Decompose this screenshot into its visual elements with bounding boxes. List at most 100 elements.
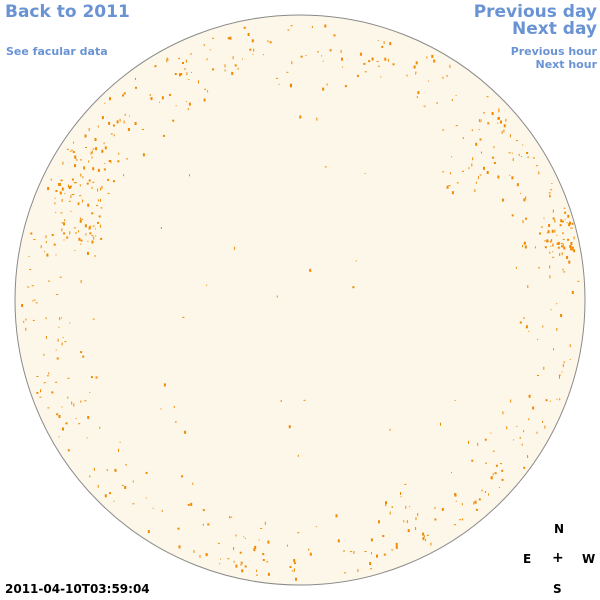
facula-mark xyxy=(212,37,215,39)
facula-mark xyxy=(291,570,294,572)
facula-mark xyxy=(454,400,456,401)
facula-mark xyxy=(384,57,387,61)
facula-mark xyxy=(422,537,425,541)
facula-mark xyxy=(104,146,107,150)
facula-mark xyxy=(342,66,343,68)
facula-mark xyxy=(490,476,493,480)
facula-mark xyxy=(36,376,39,377)
facula-mark xyxy=(549,275,551,279)
facula-mark xyxy=(488,493,489,496)
facula-mark xyxy=(86,182,89,185)
facula-mark xyxy=(563,271,566,273)
facula-mark xyxy=(55,381,58,383)
previous-day-link[interactable]: Previous day xyxy=(473,2,597,22)
facula-mark xyxy=(92,181,95,183)
facula-mark xyxy=(311,25,313,28)
facula-mark xyxy=(161,96,164,100)
facula-mark xyxy=(57,338,59,342)
facula-mark xyxy=(45,317,47,320)
facula-mark xyxy=(535,165,538,167)
facula-mark xyxy=(477,442,479,446)
facula-mark xyxy=(286,544,288,547)
facula-mark xyxy=(189,174,190,177)
facula-mark xyxy=(451,191,454,195)
facula-mark xyxy=(240,561,243,564)
facula-mark xyxy=(71,194,74,195)
facula-mark xyxy=(513,439,514,441)
facula-mark xyxy=(481,151,482,154)
facula-mark xyxy=(166,57,168,60)
facula-mark xyxy=(66,236,69,239)
facula-mark xyxy=(500,463,502,465)
facula-mark xyxy=(101,185,103,189)
facula-mark xyxy=(48,372,50,375)
facula-mark xyxy=(572,246,574,249)
facula-mark xyxy=(486,171,489,174)
facula-mark xyxy=(523,198,526,202)
facula-mark xyxy=(376,554,378,558)
next-hour-link[interactable]: Next hour xyxy=(535,58,598,71)
facula-mark xyxy=(556,327,558,331)
facula-mark xyxy=(563,246,566,250)
facula-mark xyxy=(55,349,57,351)
facula-mark xyxy=(324,24,327,28)
facula-mark xyxy=(370,568,372,570)
facula-mark xyxy=(533,157,535,159)
facula-mark xyxy=(426,534,429,536)
facula-mark xyxy=(169,93,171,96)
facula-mark xyxy=(244,538,246,540)
facula-mark xyxy=(100,187,102,191)
facula-mark xyxy=(474,500,477,504)
facula-mark xyxy=(234,246,236,250)
facula-mark xyxy=(79,219,82,223)
facula-mark xyxy=(113,180,115,183)
facula-mark xyxy=(506,426,508,430)
facula-mark xyxy=(290,25,293,27)
facula-mark xyxy=(434,507,436,510)
facula-mark xyxy=(415,73,417,75)
facula-mark xyxy=(475,142,478,146)
facula-mark xyxy=(56,357,59,360)
facula-mark xyxy=(497,122,499,124)
facula-mark xyxy=(129,115,130,117)
facula-mark xyxy=(182,62,184,64)
facula-mark xyxy=(203,44,205,47)
next-day-link[interactable]: Next day xyxy=(512,19,597,39)
facula-mark xyxy=(162,134,165,137)
facula-mark xyxy=(61,342,63,346)
facula-mark xyxy=(389,511,391,515)
facula-mark xyxy=(118,448,119,452)
facula-mark xyxy=(101,149,104,153)
facula-mark xyxy=(240,564,243,566)
facula-mark xyxy=(551,239,553,242)
back-to-year-link[interactable]: Back to 2011 xyxy=(5,2,130,22)
facula-mark xyxy=(217,542,220,544)
facula-mark xyxy=(573,249,576,253)
facula-mark xyxy=(84,224,87,228)
facula-mark xyxy=(161,509,163,512)
previous-hour-link[interactable]: Previous hour xyxy=(510,45,597,58)
facula-mark xyxy=(108,121,111,125)
facula-mark xyxy=(254,545,257,549)
facula-mark xyxy=(132,503,135,505)
facula-mark xyxy=(46,335,48,339)
facula-mark xyxy=(477,176,479,180)
facula-mark xyxy=(561,371,563,373)
facula-mark xyxy=(79,217,81,220)
facula-mark xyxy=(462,137,464,140)
facula-mark xyxy=(518,153,520,156)
facula-mark xyxy=(567,238,570,241)
facula-mark xyxy=(522,245,523,248)
facula-mark xyxy=(90,376,93,379)
facula-mark xyxy=(227,37,230,40)
see-facular-data-link[interactable]: See facular data xyxy=(6,45,108,58)
facula-mark xyxy=(73,403,75,407)
facula-mark xyxy=(163,383,166,387)
facula-mark xyxy=(206,284,208,286)
facula-mark xyxy=(526,152,529,154)
facula-mark xyxy=(548,192,551,194)
facula-mark xyxy=(122,94,124,97)
facula-mark xyxy=(46,253,49,257)
compass-south: S xyxy=(553,582,562,596)
facula-mark xyxy=(442,76,444,79)
